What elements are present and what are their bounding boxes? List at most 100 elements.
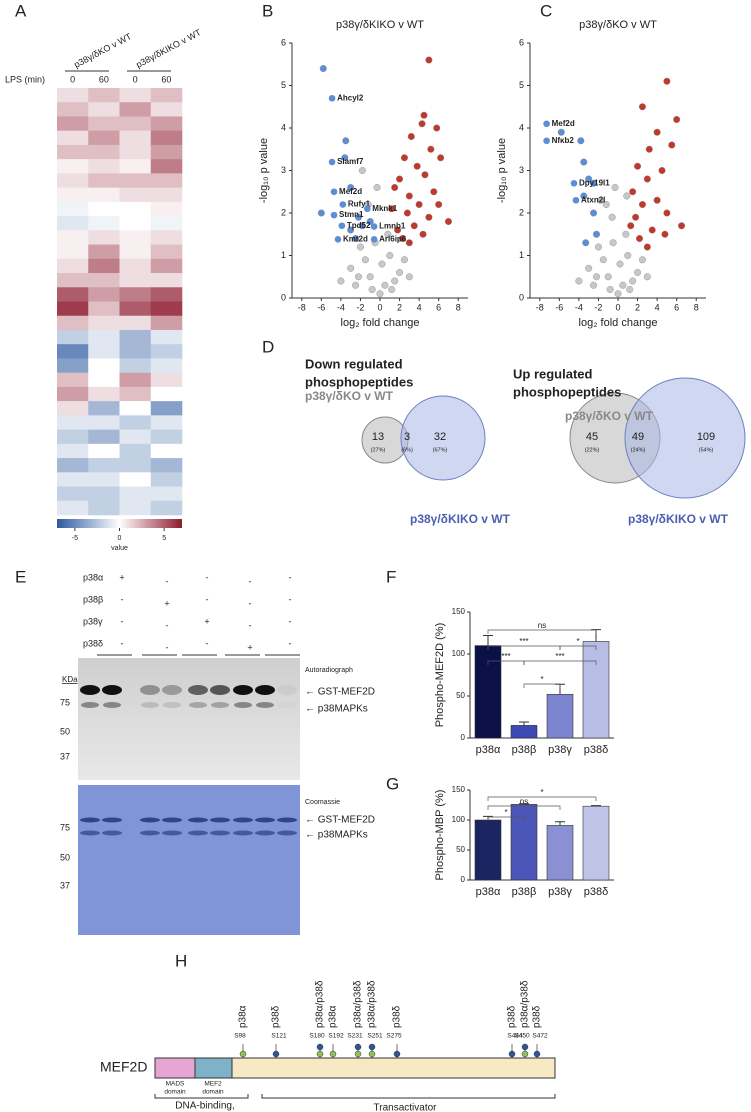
blot-row-label: p38β xyxy=(83,594,103,604)
x-axis-label: log₂ fold change xyxy=(579,317,658,329)
point-label: Kmt2d xyxy=(343,234,368,243)
set-label: p38γ/δKO v WT xyxy=(305,389,394,403)
point xyxy=(658,166,666,174)
domain-label: MADS xyxy=(166,1081,185,1088)
kinase-label: p38α xyxy=(328,1005,339,1028)
heatmap-cell xyxy=(88,429,120,445)
treatment-mark: - xyxy=(289,594,292,604)
site-label: S98 xyxy=(234,1033,246,1040)
band xyxy=(188,830,208,836)
band xyxy=(210,830,230,836)
heatmap-cell xyxy=(57,144,89,160)
heatmap-cell xyxy=(150,443,183,459)
band xyxy=(102,817,122,823)
band xyxy=(162,685,182,695)
point xyxy=(403,209,411,217)
point xyxy=(405,239,413,247)
band xyxy=(163,702,181,708)
venn-percent: (6%) xyxy=(401,447,413,453)
band xyxy=(233,817,253,823)
heatmap-cell xyxy=(119,187,152,203)
heatmap-cell xyxy=(150,273,183,288)
significance-bracket xyxy=(487,805,561,810)
colorbar-tick-label: -5 xyxy=(72,535,78,542)
x-tick-label: p38δ xyxy=(584,886,608,898)
point xyxy=(430,188,438,196)
heatmap-cell xyxy=(57,301,89,317)
heatmap-cell xyxy=(57,187,89,203)
site-marker xyxy=(329,1050,337,1058)
site-label: S444 xyxy=(507,1033,523,1040)
point xyxy=(604,273,612,281)
y-tick-label: 2 xyxy=(519,207,524,217)
point xyxy=(557,128,565,136)
x-tick-label: 0 xyxy=(615,302,620,312)
x-tick-label: p38β xyxy=(512,886,537,898)
heatmap-cell xyxy=(119,443,152,459)
site-marker xyxy=(533,1050,541,1058)
heatmap-cell xyxy=(150,187,183,203)
point-label: Nfκb2 xyxy=(552,136,575,145)
x-axis-label: log₂ fold change xyxy=(341,317,420,329)
x-tick-label: 8 xyxy=(456,302,461,312)
labeled-point xyxy=(334,236,342,243)
venn-count: 45 xyxy=(586,431,598,443)
venn-circle xyxy=(400,395,486,481)
significance-label: ns xyxy=(520,797,528,806)
heatmap-cell xyxy=(119,173,152,188)
point xyxy=(407,132,415,140)
site-marker xyxy=(368,1043,376,1051)
heatmap-cell xyxy=(57,344,89,359)
point xyxy=(419,230,427,238)
labeled-point xyxy=(338,222,346,230)
heatmap-cell xyxy=(57,472,89,487)
venn-percent: (54%) xyxy=(699,447,714,453)
heatmap-cell xyxy=(57,401,89,416)
point xyxy=(388,205,396,213)
mw-marker: 37 xyxy=(60,880,70,890)
heatmap-cell xyxy=(57,287,89,302)
heatmap-cell xyxy=(88,287,120,302)
y-tick-label: 4 xyxy=(519,122,524,132)
venn-percent: (24%) xyxy=(631,447,646,453)
region-label: Transactivator xyxy=(374,1103,438,1112)
mw-marker: 37 xyxy=(60,751,70,761)
band xyxy=(162,830,182,836)
point xyxy=(634,162,642,170)
venn-count: 32 xyxy=(434,431,446,443)
heatmap-cell xyxy=(119,472,152,487)
y-tick-label: 3 xyxy=(281,165,286,175)
x-tick-label: p38α xyxy=(476,744,501,756)
kinase-label: p38α xyxy=(238,1005,249,1028)
labeled-point xyxy=(570,179,578,187)
set-label: p38γ/δKIKO v WT xyxy=(410,512,511,526)
heatmap-cell xyxy=(150,429,183,445)
point xyxy=(413,162,421,170)
site-marker xyxy=(239,1050,247,1058)
treatment-mark: + xyxy=(247,642,252,652)
heatmap-cell xyxy=(150,486,183,502)
treatment-mark: - xyxy=(206,638,209,648)
point xyxy=(410,222,418,230)
heatmap-cell xyxy=(88,88,120,103)
point xyxy=(381,281,389,289)
heatmap-cell xyxy=(119,258,152,274)
heatmap-cell xyxy=(57,273,89,288)
band xyxy=(278,702,296,708)
treatment-mark: - xyxy=(166,642,169,652)
point xyxy=(358,222,366,230)
heatmap-cell xyxy=(57,230,89,245)
venn-title: Up regulated xyxy=(513,366,593,381)
point xyxy=(317,209,325,217)
heatmap-cell xyxy=(88,159,120,174)
x-tick-label: p38δ xyxy=(584,744,608,756)
venn-title: phosphopeptides xyxy=(513,384,621,399)
blot-unit: KDa xyxy=(62,675,78,684)
band xyxy=(188,817,208,823)
heatmap-cell xyxy=(88,102,120,117)
x-tick-label: 6 xyxy=(674,302,679,312)
heatmap-cell xyxy=(150,216,183,231)
heatmap-cell xyxy=(57,216,89,231)
point xyxy=(590,209,598,217)
y-tick-label: 2 xyxy=(281,207,286,217)
